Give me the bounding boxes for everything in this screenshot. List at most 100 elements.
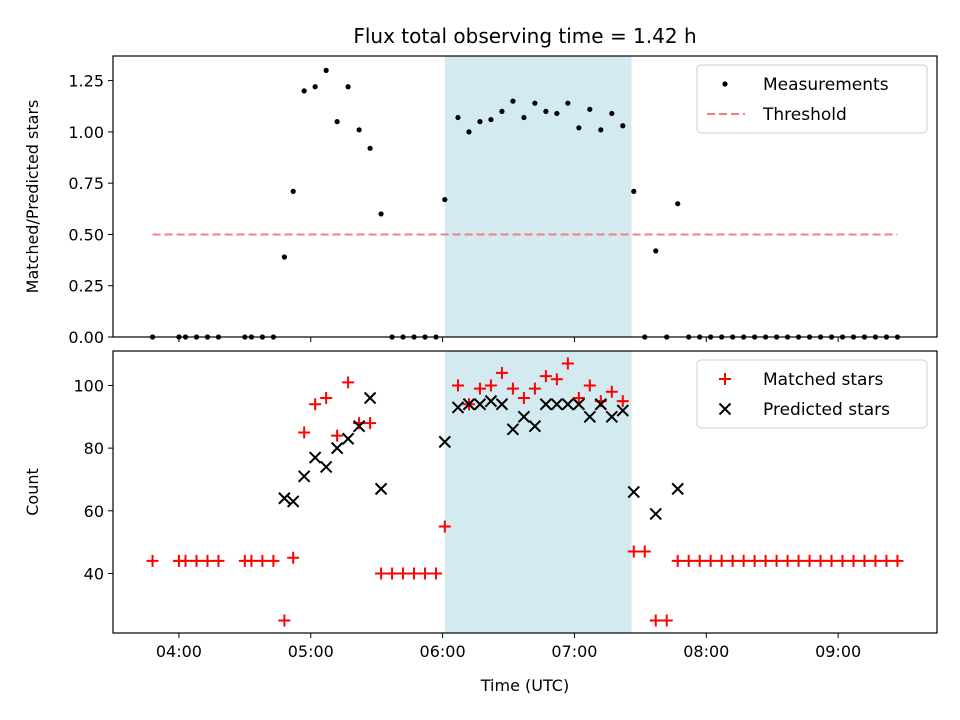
matched-stars-point [298, 426, 311, 439]
matched-stars-point [616, 395, 629, 408]
matched-stars-point [649, 614, 662, 627]
measurement-point [609, 110, 615, 117]
matched-stars-point [561, 357, 574, 370]
matched-stars-point [836, 554, 849, 567]
x-tick-label: 08:00 [683, 642, 729, 661]
measurement-point [576, 125, 582, 131]
predicted-stars-point [278, 492, 291, 505]
matched-stars-point [484, 379, 497, 392]
measurement-point [598, 127, 604, 133]
measurement-point [565, 100, 571, 106]
matched-stars-point [506, 382, 519, 395]
legend-marker-measurements [722, 81, 728, 87]
measurement-point [290, 188, 296, 194]
matched-stars-point [748, 554, 761, 567]
y-axis-label: Matched/Predicted stars [23, 100, 42, 294]
measurement-point [521, 114, 527, 121]
matched-stars-point [539, 370, 552, 383]
matched-stars-point [430, 567, 443, 580]
matched-stars-point [309, 398, 322, 411]
predicted-stars-point [539, 398, 553, 411]
matched-stars-point [287, 551, 300, 564]
matched-stars-point [627, 545, 640, 558]
x-tick-label: 04:00 [156, 642, 202, 661]
matched-stars-point [803, 554, 816, 567]
measurement-point [653, 248, 659, 254]
measurement-point [312, 84, 318, 90]
predicted-stars-point [528, 419, 542, 433]
matched-stars-point [438, 520, 451, 533]
matched-stars-point [386, 567, 399, 580]
predicted-stars-point [561, 398, 575, 411]
predicted-stars-point [462, 398, 476, 411]
matched-stars-point [320, 392, 333, 404]
predicted-stars-point [330, 441, 344, 455]
matched-stars-point [528, 382, 541, 395]
matched-stars-point [737, 554, 750, 567]
x-tick-label: 06:00 [420, 642, 466, 661]
matched-stars-point [847, 554, 860, 567]
matched-stars-point [550, 373, 563, 386]
predicted-stars-point [297, 470, 311, 483]
matched-stars-point [660, 614, 673, 627]
measurement-point [499, 108, 505, 114]
matched-stars-point [517, 392, 530, 404]
matched-stars-point [880, 554, 893, 567]
legend-marker-matched [719, 373, 731, 385]
measurement-point [620, 123, 626, 129]
top-panel-ratio: 0.00 0.25 0.50 0.75 1.00 1.25 Matched/Predicte… [23, 55, 938, 347]
matched-stars-point [671, 554, 684, 567]
matched-stars-point [201, 554, 214, 567]
measurement-point [442, 196, 448, 203]
x-tick-label: 05:00 [288, 642, 334, 661]
matched-stars-point [267, 554, 280, 567]
matched-stars-point [759, 554, 772, 567]
y-tick-label: 80 [84, 439, 104, 458]
measurement-point [455, 114, 461, 121]
legend-box [696, 64, 928, 134]
y-axis-label: Count [23, 468, 42, 516]
legend-box [696, 359, 928, 429]
matched-stars-point [638, 545, 651, 558]
predicted-stars-point [550, 398, 564, 411]
predicted-stars-point [517, 410, 531, 424]
axes-frame [112, 55, 938, 338]
highlight-span [444, 351, 632, 633]
matched-stars-point [682, 554, 695, 567]
matched-stars-point [408, 567, 421, 580]
matched-stars-point [704, 554, 717, 567]
x-tick-label: 09:00 [815, 642, 861, 661]
matched-stars-point [146, 554, 159, 567]
predicted-stars-point [484, 394, 498, 408]
matched-stars-point [473, 382, 486, 395]
y-tick-label: 1.00 [68, 123, 104, 142]
y-tick-label: 1.25 [68, 72, 104, 91]
matched-stars-point [693, 554, 706, 567]
legend: Measurements Threshold [696, 64, 928, 134]
matched-stars-point [891, 554, 904, 567]
highlight-span [444, 56, 632, 337]
y-tick-label: 0.00 [68, 328, 104, 347]
predicted-stars-point [572, 398, 586, 411]
measurement-point [510, 98, 516, 104]
matched-stars-point [814, 554, 827, 567]
predicted-stars-point [649, 507, 662, 521]
matched-stars-point [858, 554, 871, 567]
matched-stars-point [212, 554, 225, 567]
measurement-point [631, 188, 637, 194]
matched-stars-point [245, 554, 258, 567]
predicted-stars-point [286, 495, 300, 508]
measurement-point [323, 67, 329, 73]
measurement-point [345, 84, 351, 90]
measurement-point [675, 201, 681, 207]
measurement-point [281, 254, 287, 260]
predicted-stars-point [319, 460, 333, 474]
matched-stars-point [572, 392, 585, 404]
y-tick-label: 0.75 [68, 174, 104, 193]
matched-stars-point [397, 567, 410, 580]
x-axis-label: Time (UTC) [480, 676, 569, 695]
predicted-stars-point [363, 391, 377, 405]
predicted-stars-point [627, 485, 640, 499]
matched-stars-point [781, 554, 794, 567]
